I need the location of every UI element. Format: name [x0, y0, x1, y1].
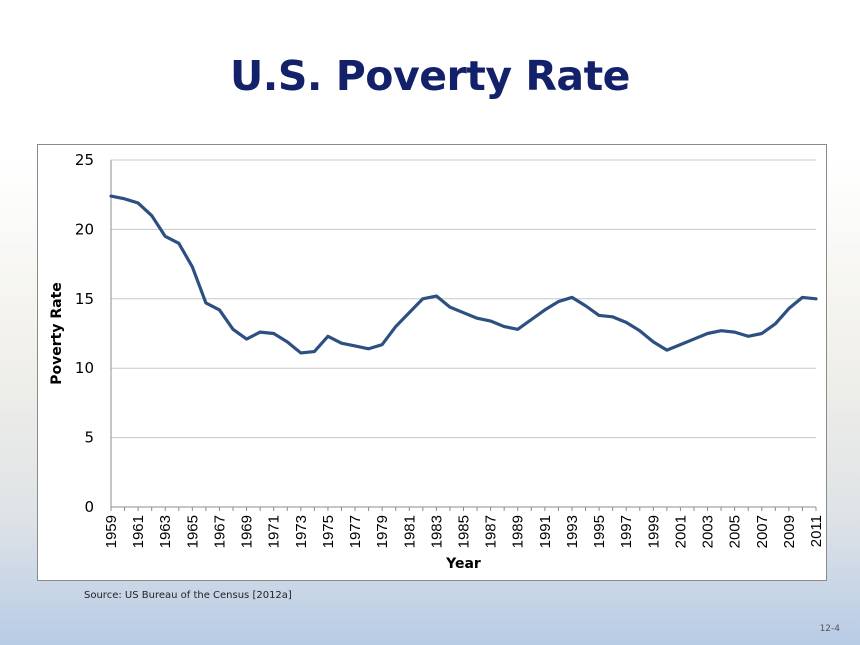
slide-number: 12-4	[819, 624, 840, 634]
axes	[110, 160, 817, 511]
x-tick-label: 1979	[374, 515, 391, 548]
x-tick-label: 1973	[293, 515, 310, 548]
x-tick-label: 1961	[130, 515, 147, 548]
x-tick-label: 1971	[266, 515, 283, 548]
y-tick-label: 15	[75, 290, 94, 308]
y-tick-label: 0	[84, 498, 94, 516]
x-tick-label: 1981	[401, 515, 418, 548]
x-tick-label: 1965	[184, 515, 201, 548]
x-tick-label: 1985	[456, 515, 473, 548]
x-tick-label: 1963	[157, 515, 174, 548]
series-group	[109, 194, 818, 355]
chart-area: 0 5 10 15 20 25 1959 1961 1963 1965 1967 1969 1971 1…	[37, 144, 827, 581]
x-tick-label: 1975	[320, 515, 337, 548]
x-tick-label: 1995	[591, 515, 608, 548]
x-tick-label: 1987	[483, 515, 500, 548]
x-tick-label: 1983	[428, 515, 445, 548]
x-tick-label: 1989	[510, 515, 527, 548]
x-tick-label: 2005	[727, 515, 744, 548]
y-tick-label: 10	[75, 359, 94, 377]
x-tick-label: 2011	[808, 515, 825, 547]
source-note: Source: US Bureau of the Census [2012a]	[84, 590, 292, 601]
x-tick-label: 2009	[781, 515, 798, 548]
gridlines	[111, 159, 816, 439]
x-tick-label: 1959	[103, 515, 120, 548]
x-tick-label: 1993	[564, 515, 581, 548]
x-tick-label: 2003	[700, 515, 717, 548]
y-tick-label: 25	[75, 151, 94, 169]
y-tick-label: 5	[84, 429, 94, 447]
x-tick-label: 2001	[672, 515, 689, 548]
x-tick-label: 1977	[347, 515, 364, 548]
x-tick-label: 2007	[754, 515, 771, 548]
x-tick-label: 1991	[537, 515, 554, 548]
x-tick-label: 1997	[618, 515, 635, 548]
x-tick-label: 1969	[239, 515, 256, 548]
y-axis-label: Poverty Rate	[49, 282, 65, 385]
series-line	[109, 194, 818, 355]
x-tick-labels: 1959 1961 1963 1965 1967 1969 1971 1973 1975 1977…	[103, 515, 825, 548]
x-axis-label: Year	[445, 556, 481, 572]
slide-title: U.S. Poverty Rate	[230, 52, 630, 100]
x-tick-label: 1999	[645, 515, 662, 548]
y-tick-label: 20	[75, 220, 94, 238]
y-tick-labels: 0 5 10 15 20 25	[75, 151, 94, 516]
x-tick-label: 1967	[211, 515, 228, 548]
